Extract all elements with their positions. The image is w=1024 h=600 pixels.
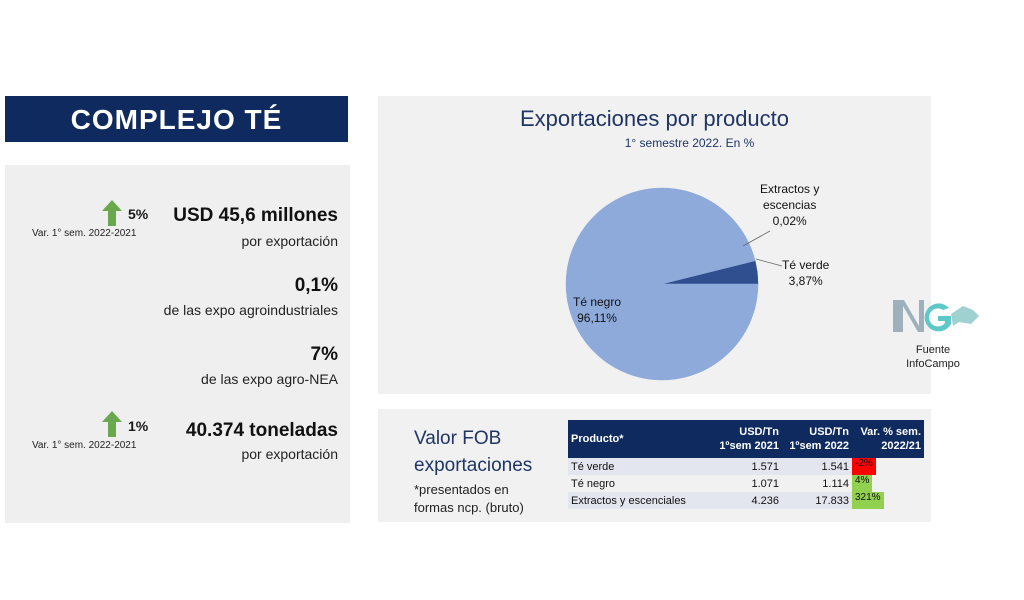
cell-usd-2021: 1.071 [712, 475, 782, 492]
cell-usd-2022: 17.833 [782, 492, 852, 509]
header-usd-2022: USD/Tn 1ºsem 2022 [782, 420, 852, 458]
pie-label-negro-value: 96,11% [577, 311, 617, 325]
up-arrow-icon [102, 200, 122, 226]
pie-label-verde: Té verde 3,87% [782, 257, 829, 289]
tons-sub: por exportación [241, 446, 338, 462]
exports-variation-label: Var. 1° sem. 2022-2021 [32, 228, 137, 239]
fob-panel: Valor FOB exportaciones *presentados en … [378, 409, 931, 522]
exports-sub: por exportación [241, 233, 338, 249]
header-usd-2022-line1: USD/Tn [809, 426, 849, 438]
nea-value: 7% [310, 344, 338, 365]
fob-title: Valor FOB exportaciones [414, 425, 532, 479]
banner-title: COMPLEJO TÉ [70, 104, 283, 135]
table-row: Té verde 1.571 1.541 -2% [568, 458, 924, 475]
pie-label-extractos-value: 0,02% [772, 214, 807, 228]
ng-logo-icon [893, 300, 979, 332]
header-variation: Var. % sem. 2022/21 [852, 420, 924, 458]
header-usd-2021: USD/Tn 1ºsem 2021 [712, 420, 782, 458]
header-variation-line2: 2022/21 [881, 440, 921, 452]
pie-label-verde-name: Té verde [782, 258, 830, 272]
agroindustrial-value: 0,1% [294, 275, 338, 296]
logo-caption-line2: InfoCampo [906, 358, 960, 370]
cell-usd-2022: 1.114 [782, 475, 852, 492]
pie-label-negro: Té negro 96,11% [573, 294, 621, 326]
pie-label-extractos: Extractos y escencias 0,02% [760, 181, 819, 229]
cell-variation: -2% [852, 458, 876, 475]
up-arrow-icon [102, 411, 122, 437]
pie-slice-te-negro [565, 187, 759, 381]
fob-note-line2: formas ncp. (bruto) [414, 500, 524, 515]
fob-table: Producto* USD/Tn 1ºsem 2021 USD/Tn 1ºsem 2… [568, 420, 924, 509]
chart-title: Exportaciones por producto [519, 106, 790, 131]
exports-value: USD 45,6 millones [173, 205, 338, 226]
exports-variation: 5% [128, 206, 149, 222]
logo-caption-line1: Fuente [915, 344, 951, 356]
chart-subtitle: 1° semestre 2022. En % [624, 136, 755, 150]
header-variation-line1: Var. % sem. [860, 426, 921, 438]
header-usd-2022-line2: 1ºsem 2022 [789, 440, 849, 452]
stats-panel: 5% Var. 1° sem. 2022-2021 USD 45,6 millo… [5, 165, 350, 523]
fob-note: *presentados en formas ncp. (bruto) [414, 481, 524, 517]
header-usd-2021-line1: USD/Tn [739, 426, 779, 438]
table-row: Té negro 1.071 1.114 4% [568, 475, 924, 492]
cell-producto: Té negro [568, 475, 712, 492]
pie-chart-panel: Exportaciones por producto 1° semestre 2… [378, 96, 931, 394]
leader-line-verde [755, 258, 783, 267]
cell-usd-2021: 4.236 [712, 492, 782, 509]
fob-title-line1: Valor FOB [414, 428, 502, 449]
table-header-row: Producto* USD/Tn 1ºsem 2021 USD/Tn 1ºsem 2… [568, 420, 924, 458]
title-banner: COMPLEJO TÉ [5, 96, 348, 142]
cell-variation: 321% [852, 492, 884, 509]
tons-variation: 1% [128, 418, 149, 434]
cell-usd-2021: 1.571 [712, 458, 782, 475]
pie-label-verde-value: 3,87% [788, 274, 823, 288]
pie-label-negro-name: Té negro [573, 295, 622, 309]
cell-variation: 4% [852, 475, 873, 492]
nea-sub: de las expo agro-NEA [201, 371, 338, 387]
header-producto: Producto* [568, 420, 712, 458]
agroindustrial-sub: de las expo agroindustriales [163, 302, 338, 318]
cell-usd-2022: 1.541 [782, 458, 852, 475]
table-row: Extractos y escenciales 4.236 17.833 321… [568, 492, 924, 509]
leader-line-extractos [742, 230, 771, 247]
logo-caption: Fuente InfoCampo [893, 343, 973, 371]
tons-value: 40.374 toneladas [185, 420, 338, 441]
fob-title-line2: exportaciones [414, 455, 533, 476]
pie-chart [565, 187, 783, 381]
header-usd-2021-line2: 1ºsem 2021 [719, 440, 779, 452]
pie-label-extractos-name2: escencias [762, 198, 817, 212]
fob-note-line1: *presentados en [414, 482, 509, 497]
cell-producto: Té verde [568, 458, 712, 475]
cell-producto: Extractos y escenciales [568, 492, 712, 509]
tons-variation-label: Var. 1° sem. 2022-2021 [32, 440, 137, 451]
pie-label-extractos-name1: Extractos y [760, 182, 820, 196]
